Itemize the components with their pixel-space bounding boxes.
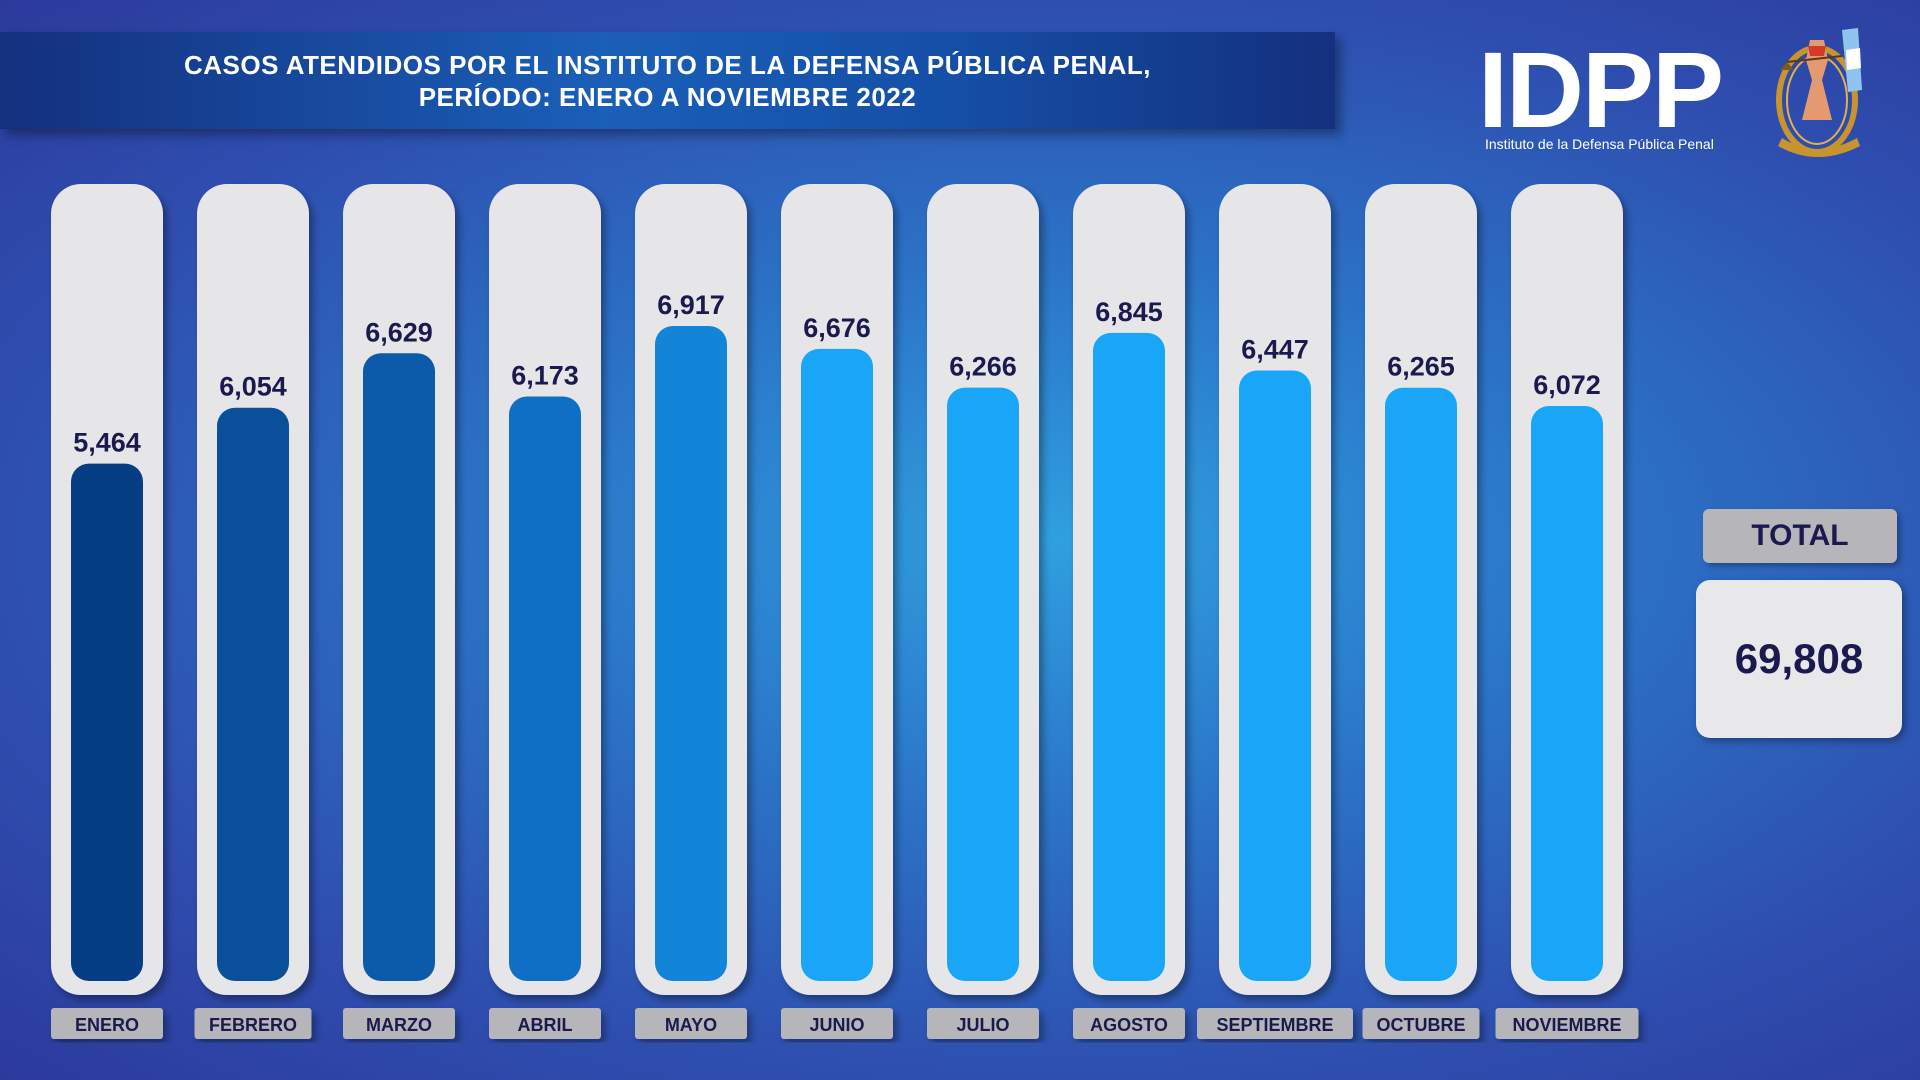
- month-label-bg: [1362, 1008, 1480, 1039]
- bar: [363, 353, 435, 981]
- month-label-bg: [781, 1008, 893, 1039]
- bar-value-label: 6,266: [949, 352, 1017, 382]
- seal-icon: [1776, 28, 1862, 157]
- month-label-bg: [194, 1008, 312, 1039]
- bar: [509, 396, 581, 981]
- month-label: FEBRERO: [209, 1015, 297, 1035]
- bar-value-label: 6,173: [511, 360, 579, 390]
- month-label: JULIO: [956, 1015, 1009, 1035]
- month-label: AGOSTO: [1090, 1015, 1168, 1035]
- month-label-bg: [51, 1008, 163, 1039]
- bar-value-label: 6,629: [365, 317, 433, 347]
- bar-value-label: 6,265: [1387, 352, 1455, 382]
- chart-title-line2: PERÍODO: ENERO A NOVIEMBRE 2022: [418, 81, 917, 112]
- bar-value-label: 6,845: [1095, 297, 1163, 327]
- bar-value-label: 6,447: [1241, 335, 1309, 365]
- bar-value-label: 6,676: [803, 313, 871, 343]
- month-label-bg: [343, 1008, 455, 1039]
- month-label: ABRIL: [518, 1015, 573, 1035]
- month-label-bg: [635, 1008, 747, 1039]
- month-label: MAYO: [665, 1015, 717, 1035]
- month-label-bg: [927, 1008, 1039, 1039]
- chart-title-line1: CASOS ATENDIDOS POR EL INSTITUTO DE LA D…: [183, 49, 1152, 80]
- logo-subtitle: Instituto de la Defensa Pública Penal: [1485, 136, 1714, 152]
- month-label: OCTUBRE: [1377, 1015, 1466, 1035]
- bar: [1239, 370, 1311, 981]
- bar: [71, 463, 143, 982]
- bar-value-label: 5,464: [73, 428, 141, 458]
- bar: [1093, 332, 1165, 981]
- month-label: ENERO: [75, 1015, 139, 1035]
- total-value: 69,808: [1696, 580, 1902, 738]
- bar: [947, 387, 1019, 981]
- month-label-bg: [1495, 1008, 1639, 1039]
- month-label-bg: [1197, 1008, 1353, 1039]
- bar: [217, 407, 289, 981]
- month-label-bg: [489, 1008, 601, 1039]
- month-label: NOVIEMBRE: [1512, 1015, 1621, 1035]
- month-label: JUNIO: [809, 1015, 864, 1035]
- bar-value-label: 6,054: [219, 372, 287, 402]
- title-banner: CASOS ATENDIDOS POR EL INSTITUTO DE LA D…: [0, 32, 1335, 129]
- bar-value-label: 6,072: [1533, 370, 1601, 400]
- month-label-bg: [1073, 1008, 1185, 1039]
- bar-value-label: 6,917: [657, 290, 725, 320]
- bar: [1531, 406, 1603, 982]
- total-label: TOTAL: [1703, 509, 1897, 563]
- bar: [1385, 387, 1457, 982]
- bar: [655, 326, 727, 981]
- idpp-logo: IDPP: [1478, 29, 1724, 150]
- bar: [801, 348, 873, 982]
- month-label: SEPTIEMBRE: [1216, 1015, 1333, 1035]
- month-label: MARZO: [366, 1015, 432, 1035]
